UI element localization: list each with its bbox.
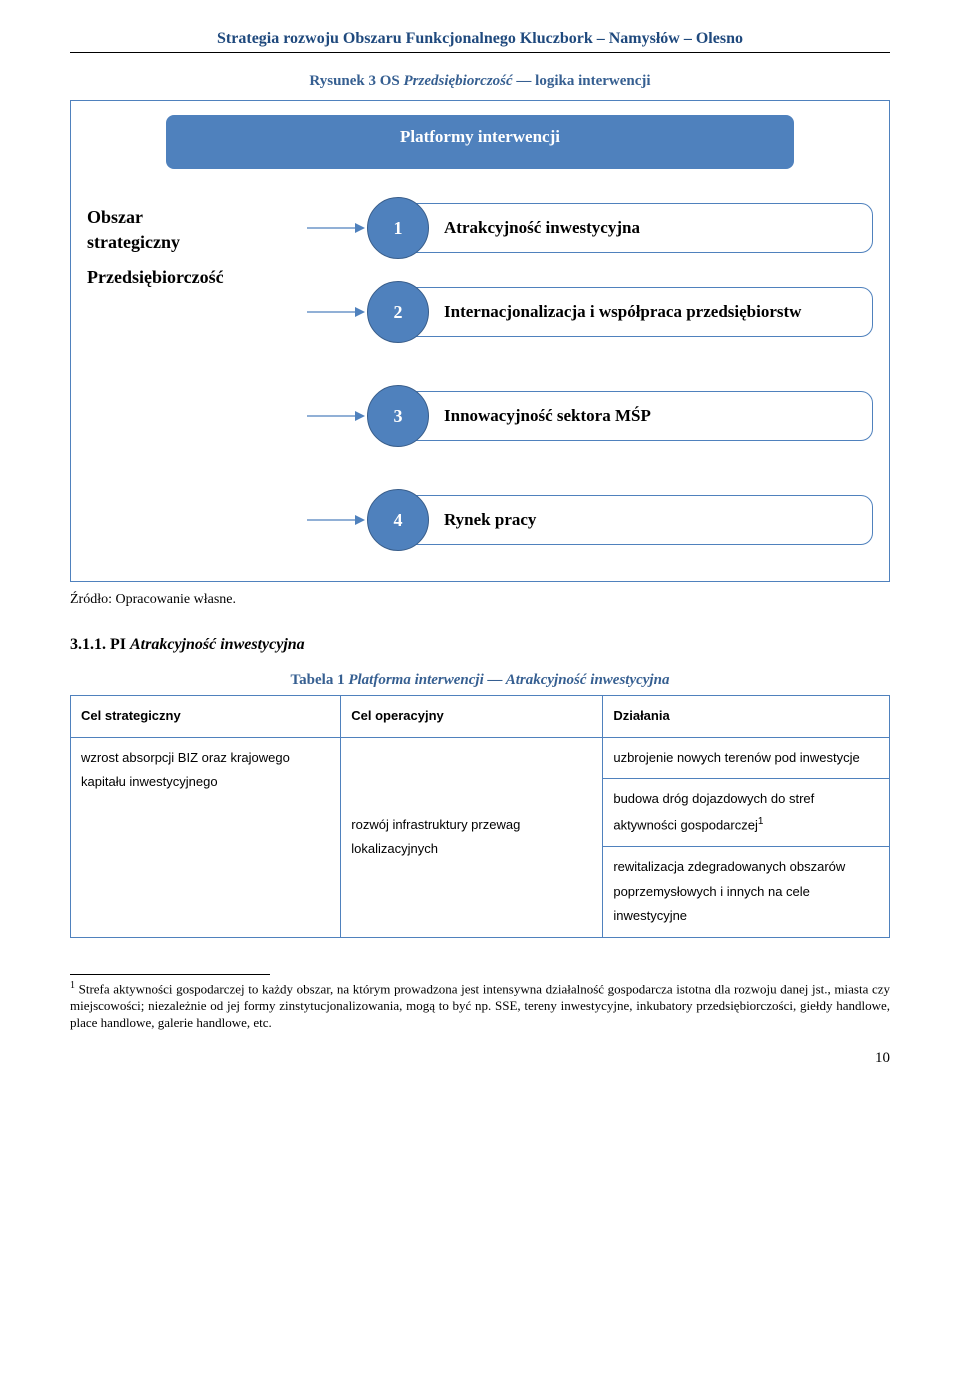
header-rule (70, 52, 890, 53)
cell-action-1: uzbrojenie nowych terenów pod inwestycje (603, 737, 890, 779)
figure-title-italic: Przedsiębiorczość (404, 73, 513, 89)
cell-operacyjny: rozwój infrastruktury przewag lokalizacy… (341, 737, 603, 937)
node-circle-2: 2 (367, 281, 429, 343)
platform-banner: Platformy interwencji (166, 115, 795, 169)
figure-title-suffix: — logika interwencji (513, 73, 651, 89)
figure-frame: Platformy interwencji Obszar strategiczn… (70, 100, 890, 582)
footnote-text: 1 Strefa aktywności gospodarczej to każd… (70, 979, 890, 1032)
obszar-line3: Przedsiębiorczość (87, 267, 307, 288)
figure-source: Źródło: Opracowanie własne. (70, 592, 890, 608)
arrow-icon (307, 406, 367, 426)
node-circle-1: 1 (367, 197, 429, 259)
platform-box-1: Atrakcyjność inwestycyjna (397, 203, 873, 253)
col-header-3: Działania (603, 696, 890, 738)
node-circle-3: 3 (367, 385, 429, 447)
footnote-body: Strefa aktywności gospodarczej to każdy … (70, 981, 890, 1030)
figure-title-prefix: Rysunek 3 OS (309, 73, 403, 89)
platform-box-4: Rynek pracy (397, 495, 873, 545)
cell-strategiczny: wzrost absorpcji BIZ oraz krajowego kapi… (71, 737, 341, 937)
table-header-row: Cel strategiczny Cel operacyjny Działani… (71, 696, 890, 738)
col-header-1: Cel strategiczny (71, 696, 341, 738)
table-title: Tabela 1 Platforma interwencji — Atrakcy… (70, 672, 890, 689)
page-number: 10 (70, 1050, 890, 1067)
figure-title: Rysunek 3 OS Przedsiębiorczość — logika … (70, 73, 890, 90)
arrow-icon (307, 302, 367, 322)
cell-action-3: rewitalizacja zdegradowanych obszarów po… (603, 847, 890, 938)
doc-header-title: Strategia rozwoju Obszaru Funkcjonalnego… (70, 30, 890, 48)
platform-table: Cel strategiczny Cel operacyjny Działani… (70, 695, 890, 938)
table-title-prefix: Tabela 1 (291, 672, 349, 688)
platform-box-2: Internacjonalizacja i współpraca przedsi… (397, 287, 873, 337)
section-heading: 3.1.1. PI Atrakcyjność inwestycyjna (70, 636, 890, 654)
obszar-label: Obszar strategiczny Przedsiębiorczość (87, 197, 307, 365)
node-circle-4: 4 (367, 489, 429, 551)
arrow-icon (307, 510, 367, 530)
footnote-rule (70, 974, 270, 975)
cell-action-2: budowa dróg dojazdowych do stref aktywno… (603, 779, 890, 847)
table-title-italic: Platforma interwencji — Atrakcyjność inw… (348, 672, 669, 688)
obszar-line1: Obszar (87, 207, 307, 228)
section-title: Atrakcyjność inwestycyjna (130, 636, 305, 653)
arrow-icon (307, 218, 367, 238)
platform-box-3: Innowacyjność sektora MŚP (397, 391, 873, 441)
section-number: 3.1.1. PI (70, 636, 130, 653)
table-row: wzrost absorpcji BIZ oraz krajowego kapi… (71, 737, 890, 779)
col-header-2: Cel operacyjny (341, 696, 603, 738)
obszar-line2: strategiczny (87, 232, 307, 253)
